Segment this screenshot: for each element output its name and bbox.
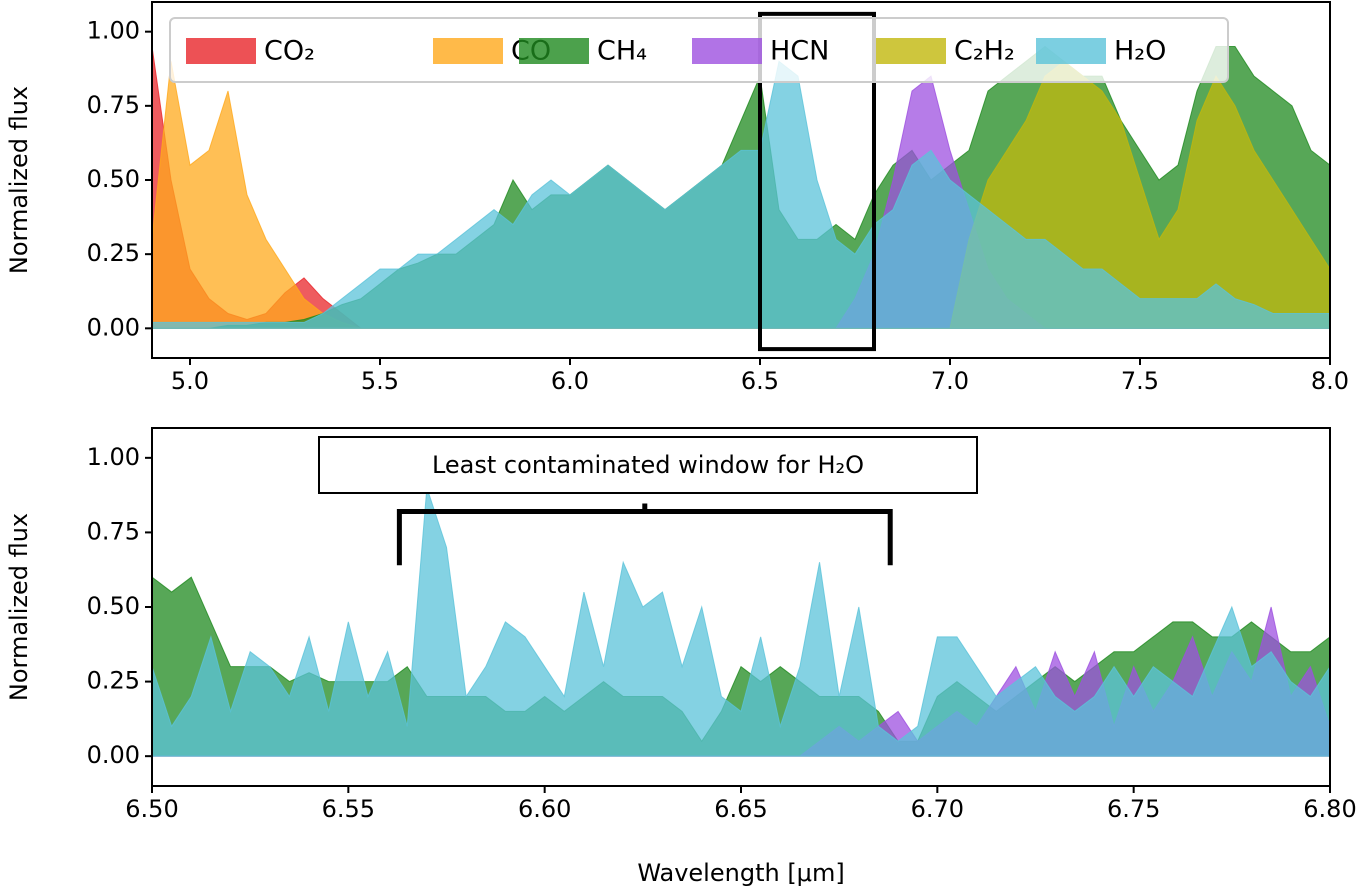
legend-label: CO₂ xyxy=(264,36,315,67)
y-tick-label: 0.25 xyxy=(87,667,140,695)
x-tick-label: 7.5 xyxy=(1121,367,1159,395)
y-tick-label: 0.75 xyxy=(87,91,140,119)
highlight-box xyxy=(758,11,876,352)
x-tick-label: 6.75 xyxy=(1107,795,1160,823)
x-axis-label: Wavelength [μm] xyxy=(637,859,844,887)
y-tick-label: 1.00 xyxy=(87,443,140,471)
legend-swatch xyxy=(433,38,503,64)
legend-swatch xyxy=(1036,38,1106,64)
y-tick-label: 0.50 xyxy=(87,165,140,193)
y-axis-label: Normalized flux xyxy=(5,513,33,701)
x-tick-label: 6.80 xyxy=(1303,795,1356,823)
y-tick-label: 0.50 xyxy=(87,592,140,620)
legend-label: CH₄ xyxy=(597,36,647,67)
x-tick-label: 6.0 xyxy=(551,367,589,395)
x-tick-label: 6.5 xyxy=(741,367,779,395)
legend-swatch xyxy=(186,38,256,64)
legend-label: HCN xyxy=(770,36,829,67)
area-series xyxy=(152,487,1330,757)
legend-swatch xyxy=(692,38,762,64)
area-series xyxy=(152,60,1330,329)
x-tick-label: 5.5 xyxy=(361,367,399,395)
legend: CO₂COCH₄HCNC₂H₂H₂O xyxy=(169,17,1229,83)
x-tick-label: 6.55 xyxy=(322,795,375,823)
annotation-box xyxy=(318,436,978,494)
x-tick-label: 6.50 xyxy=(125,795,178,823)
y-tick-label: 0.00 xyxy=(87,741,140,769)
y-tick-label: 0.75 xyxy=(87,517,140,545)
annotation-text: Least contaminated window for H₂O xyxy=(432,451,864,479)
x-tick-label: 8.0 xyxy=(1311,367,1349,395)
x-tick-label: 6.65 xyxy=(714,795,767,823)
x-tick-label: 6.70 xyxy=(911,795,964,823)
y-tick-label: 0.00 xyxy=(87,313,140,341)
legend-label: H₂O xyxy=(1114,36,1166,67)
legend-label: C₂H₂ xyxy=(954,36,1015,67)
x-tick-label: 6.60 xyxy=(518,795,571,823)
plot-area xyxy=(152,45,1330,329)
y-tick-label: 0.25 xyxy=(87,239,140,267)
legend-swatch xyxy=(876,38,946,64)
y-axis-label: Normalized flux xyxy=(5,86,33,274)
plot-area xyxy=(152,487,1330,757)
legend-swatch xyxy=(519,38,589,64)
x-tick-label: 7.0 xyxy=(931,367,969,395)
bracket xyxy=(396,503,893,566)
y-tick-label: 1.00 xyxy=(87,17,140,45)
x-tick-label: 5.0 xyxy=(171,367,209,395)
